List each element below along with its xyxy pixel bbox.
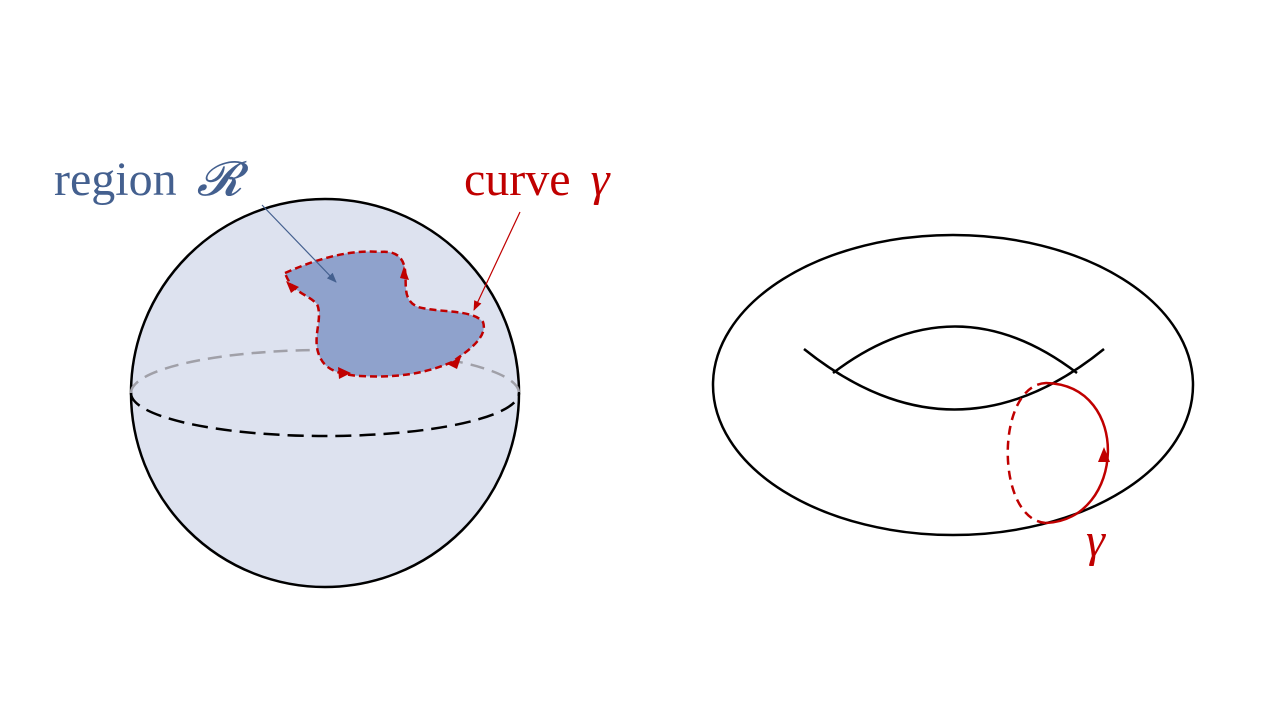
- boundary-arrow-3: [447, 357, 461, 369]
- torus-gamma-front: [1045, 381, 1110, 525]
- region-boundary-arrows: [286, 266, 461, 379]
- region-pointer-line: [261, 204, 337, 283]
- torus-outer-edge: [711, 233, 1195, 537]
- torus-hole-upper: [832, 325, 1078, 374]
- curve-pointer-line: [473, 211, 521, 311]
- boundary-arrow-2: [338, 367, 351, 379]
- sphere-equator-front: [129, 392, 521, 438]
- region-label: region 𝓡: [54, 153, 250, 206]
- region-symbol: 𝓡: [197, 153, 250, 206]
- torus-gamma-arrow: [1098, 447, 1110, 462]
- region-r-shape: [283, 250, 486, 378]
- boundary-arrow-4: [400, 266, 409, 280]
- region-label-word: region: [54, 153, 177, 206]
- boundary-arrow-1: [286, 281, 299, 293]
- torus-gamma-label: γ: [1086, 514, 1106, 567]
- curve-label: curve γ: [464, 153, 611, 206]
- torus-gamma-back: [1006, 381, 1047, 525]
- sphere-diagram: region 𝓡 curve γ: [54, 153, 611, 589]
- sphere-body: [129, 197, 521, 589]
- torus-diagram: γ: [711, 233, 1195, 567]
- torus-hole-lower: [803, 348, 1105, 411]
- curve-symbol: γ: [591, 153, 611, 206]
- curve-label-word: curve: [464, 153, 571, 206]
